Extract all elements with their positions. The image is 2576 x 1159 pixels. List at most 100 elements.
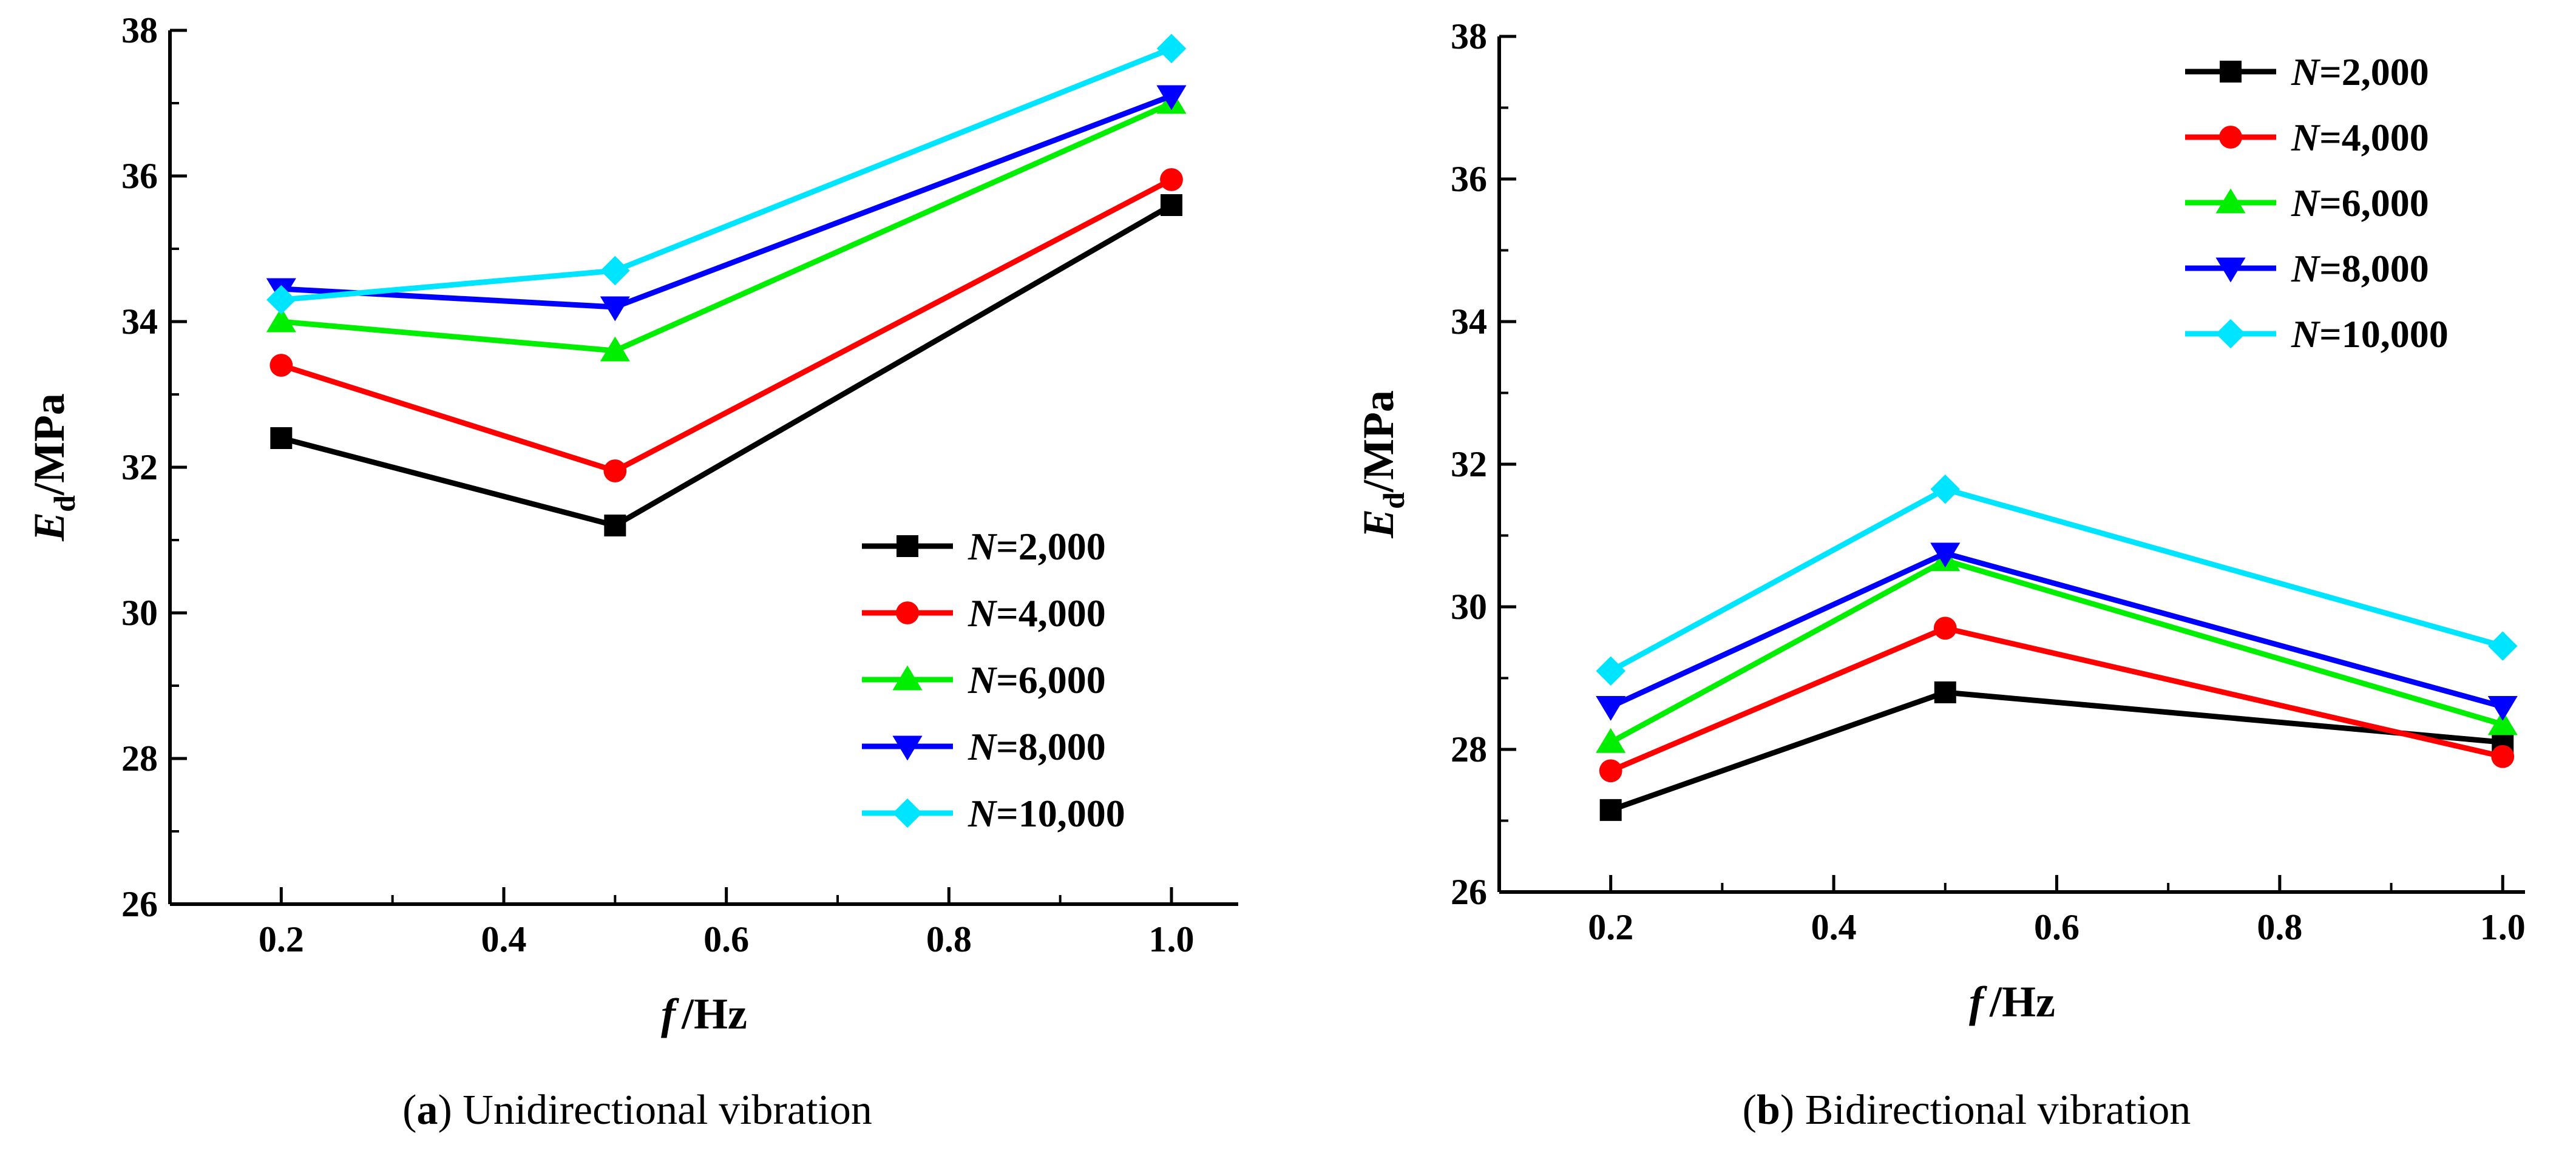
- y-tick-label: 32: [121, 447, 158, 487]
- data-point: [1156, 85, 1187, 110]
- legend-marker: [892, 735, 923, 761]
- y-tick-label: 34: [1451, 302, 1487, 342]
- series-2: [266, 89, 1187, 362]
- y-axis-title-sub: d: [1377, 492, 1411, 509]
- legend-label: N=2,000: [2291, 50, 2429, 93]
- series-1: [1599, 617, 2515, 783]
- data-point: [604, 515, 626, 536]
- data-point: [1934, 681, 1956, 703]
- legend-label-var: N: [2291, 247, 2321, 290]
- data-point: [1930, 542, 1961, 568]
- legend-label: N=10,000: [2291, 313, 2449, 356]
- legend-label-value: =8,000: [2319, 247, 2429, 290]
- series-0: [1599, 681, 2514, 821]
- y-axis-title: Ed/MPa: [1354, 390, 1411, 539]
- series-line: [1610, 689, 2503, 813]
- y-axis-title-var: E: [25, 512, 73, 542]
- data-point: [266, 307, 296, 333]
- legend-marker: [2219, 126, 2242, 149]
- legend-label: N=4,000: [968, 592, 1106, 635]
- x-tick-label: 0.6: [703, 919, 749, 959]
- data-point: [1599, 799, 1622, 821]
- chart-a: 26 28 30 32 34 36 38 0.2 0.4 0.6 0.8 1.0 f/Hz Ed/MPa N…: [25, 10, 1238, 1038]
- y-tick-label: 38: [1451, 16, 1487, 56]
- data-point: [600, 296, 630, 322]
- data-point: [2491, 745, 2515, 768]
- legend-label-var: N: [2291, 116, 2321, 159]
- y-axis-title-unit: /MPa: [1354, 390, 1403, 493]
- series-3: [1596, 542, 2518, 721]
- series-4: [266, 33, 1187, 315]
- x-tick-label: 1.0: [1149, 919, 1195, 959]
- legend-marker: [2215, 257, 2246, 283]
- x-axis-title: f/Hz: [661, 990, 747, 1038]
- legend-marker: [2220, 61, 2242, 83]
- y-axis-title-var: E: [1354, 509, 1403, 539]
- data-point: [600, 255, 630, 286]
- y-tick-label: 36: [1451, 159, 1487, 199]
- legend-label: N=2,000: [968, 525, 1106, 568]
- legend-label-value: =2,000: [996, 525, 1105, 568]
- legend-label-var: N: [2291, 50, 2321, 93]
- data-point: [1933, 617, 1957, 640]
- legend-label-var: N: [968, 658, 998, 701]
- legend-label: N=6,000: [968, 658, 1106, 701]
- legend-label-var: N: [2291, 181, 2321, 225]
- series-1: [269, 168, 1183, 482]
- y-axis-title: Ed/MPa: [25, 393, 81, 542]
- series-0: [270, 194, 1182, 536]
- x-tick-label: 1.0: [2480, 907, 2526, 947]
- data-point: [2487, 631, 2518, 661]
- legend-marker: [896, 601, 919, 624]
- data-point: [2487, 710, 2518, 735]
- x-tick-label: 0.8: [926, 919, 972, 959]
- legend-label: N=6,000: [2291, 181, 2429, 225]
- x-tick-label: 0.6: [2034, 907, 2079, 947]
- legend-label-value: =2,000: [2319, 50, 2429, 93]
- data-point: [1930, 474, 1961, 504]
- legend-label-var: N: [968, 725, 998, 768]
- data-point: [1156, 33, 1187, 64]
- legend-label-value: =10,000: [996, 792, 1125, 835]
- y-tick-label: 28: [121, 738, 158, 779]
- y-tick-label: 26: [121, 884, 158, 924]
- y-tick-label: 34: [121, 302, 158, 342]
- legend-label: N=4,000: [2291, 116, 2429, 159]
- data-point: [600, 336, 630, 362]
- data-point: [1596, 695, 1626, 721]
- y-tick-label: 28: [1451, 729, 1487, 769]
- legend-label-value: =6,000: [996, 658, 1105, 701]
- y-tick-label: 30: [1451, 587, 1487, 627]
- legend-label: N=8,000: [2291, 247, 2429, 290]
- series-line: [281, 93, 1173, 310]
- data-point: [266, 285, 296, 315]
- x-tick-label: 0.4: [1811, 907, 1857, 947]
- y-axis-title-unit: /MPa: [25, 393, 73, 496]
- y-tick-label: 36: [121, 156, 158, 196]
- data-point: [1161, 194, 1182, 216]
- y-tick-label: 38: [121, 10, 158, 50]
- x-tick-label: 0.8: [2257, 907, 2302, 947]
- legend-label-value: =10,000: [2319, 313, 2448, 356]
- chart-b: 26 28 30 32 34 36 38 0.2 0.4 0.6 0.8 1.0 f/Hz Ed/MPa N…: [1354, 16, 2526, 1026]
- legend-marker: [2215, 319, 2246, 349]
- legend-label-var: N: [968, 792, 998, 835]
- x-axis-title-var: f: [1969, 978, 1987, 1026]
- legend-label-value: =8,000: [996, 725, 1105, 768]
- x-axis-title: f/Hz: [1969, 978, 2055, 1026]
- caption-b: (b) Bidirectional vibration: [1742, 1087, 2191, 1134]
- y-tick-label: 30: [121, 593, 158, 633]
- legend-marker: [892, 798, 923, 828]
- data-point: [603, 459, 627, 482]
- legend-marker: [2215, 188, 2246, 214]
- caption-a: (a) Unidirectional vibration: [402, 1087, 872, 1134]
- series-line: [280, 203, 1173, 529]
- y-axis-title-sub: d: [47, 495, 81, 512]
- x-tick-label: 0.4: [481, 919, 527, 959]
- data-point: [1160, 168, 1183, 191]
- data-point: [1596, 728, 1626, 753]
- y-tick-label: 26: [1451, 872, 1487, 912]
- series-4: [1596, 474, 2518, 686]
